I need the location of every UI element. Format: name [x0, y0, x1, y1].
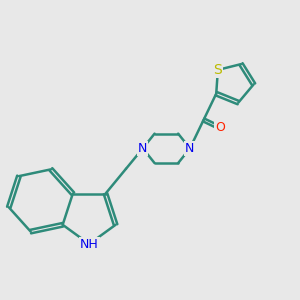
Text: NH: NH: [80, 238, 98, 250]
Text: O: O: [215, 121, 225, 134]
Text: N: N: [185, 142, 195, 155]
Text: S: S: [214, 63, 222, 77]
Text: N: N: [138, 142, 148, 155]
